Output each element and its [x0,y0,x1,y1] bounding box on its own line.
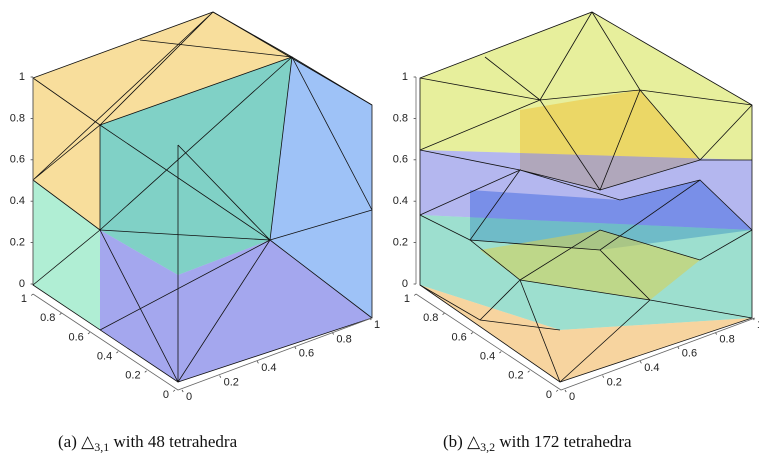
caption-label: (b) [443,432,463,451]
y-axis-tick-label: 0.6 [452,331,467,343]
z-axis-tick-label: 0.8 [393,112,408,124]
z-axis-tick-label: 1 [19,71,25,83]
y-axis-tick [499,352,501,354]
y-axis-tick-label: 1 [404,293,410,305]
x-axis-tick [220,376,221,378]
figure: 0 0.2 0.4 0.6 0.8 1 0 0.2 0.4 0.6 0.8 1 0 0.2 0.4 0.6 0.… [0,0,759,468]
x-axis-tick-label: 0.8 [336,333,351,345]
y-axis-tick [31,294,33,296]
x-axis-tick-label: 0.2 [224,377,239,389]
z-axis-tick-label: 0.8 [10,112,25,124]
caption-label: (a) [58,432,77,451]
x-axis-tick-label: 0.8 [719,333,734,345]
z-axis-tick-label: 0.2 [10,237,25,249]
x-axis-tick-label: 0.4 [261,362,276,374]
x-axis-tick-label: 0 [186,391,192,403]
mesh-a [33,12,372,382]
mesh-b [420,12,752,382]
y-axis-tick-label: 0.8 [40,312,55,324]
caption-subscript: 3,1 [94,440,109,454]
x-axis-tick-label: 0.6 [299,348,314,360]
x-axis-tick [295,347,296,349]
z-axis-tick-label: 0 [402,278,408,290]
z-axis-tick-label: 0.6 [10,154,25,166]
x-axis-tick-label: 0.6 [682,348,697,360]
y-axis-tick [528,371,530,373]
y-axis-tick [116,352,118,354]
y-axis-tick [173,390,175,392]
caption-b: (b) △3,2 with 172 tetrahedra [443,432,632,454]
y-axis-tick-label: 0.4 [480,351,495,363]
x-axis-tick [603,376,604,378]
y-axis-tick [556,390,558,392]
x-axis-tick-label: 1 [374,319,380,331]
x-axis-tick [640,361,641,363]
z-axis-tick-label: 0.6 [393,154,408,166]
caption-subscript: 3,2 [480,440,495,454]
caption-text: with 48 tetrahedra [113,432,237,451]
x-axis-tick-label: 0.2 [607,377,622,389]
y-axis-tick-label: 0.6 [69,331,84,343]
y-axis-tick [443,313,445,315]
y-axis-tick-label: 0.2 [508,370,523,382]
y-axis-tick [60,313,62,315]
y-axis-tick-label: 0 [163,389,169,401]
x-axis-tick [257,361,258,363]
caption-text: with 172 tetrahedra [499,432,632,451]
x-axis-tick [678,347,679,349]
z-axis-tick-label: 0.2 [393,237,408,249]
z-axis-tick-label: 0 [19,278,25,290]
x-axis-tick [182,390,183,392]
y-axis-tick [471,332,473,334]
y-axis-tick [145,371,147,373]
caption-a: (a) △3,1 with 48 tetrahedra [58,432,238,454]
y-axis-tick-label: 0.8 [423,312,438,324]
y-axis-tick-label: 0 [546,389,552,401]
x-axis-tick-label: 0.4 [644,362,659,374]
z-axis-tick-label: 1 [402,71,408,83]
caption-symbol: △ [81,432,95,451]
z-axis-tick-label: 0.4 [10,195,25,207]
y-axis-tick [414,294,416,296]
x-axis-tick-label: 0 [569,391,575,403]
z-axis-tick-label: 0.4 [393,195,408,207]
y-axis-tick-label: 1 [21,293,27,305]
y-axis-tick-label: 0.4 [97,351,112,363]
x-axis-tick [565,390,566,392]
caption-symbol: △ [467,432,481,451]
y-axis-tick [88,332,90,334]
y-axis-tick-label: 0.2 [125,370,140,382]
